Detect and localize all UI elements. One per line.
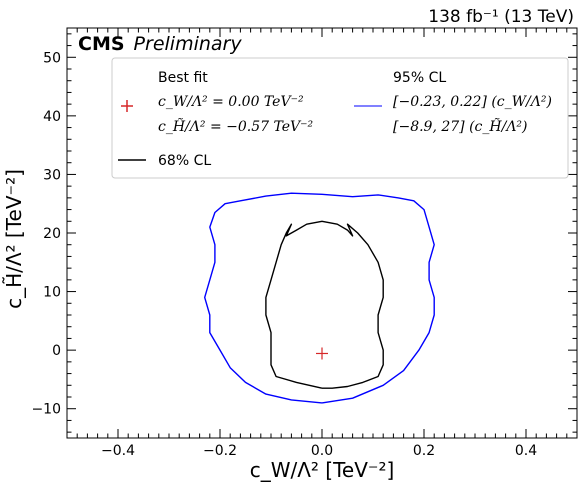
- y-tick-label: 30: [43, 167, 61, 183]
- contour-95-cl: [203, 192, 435, 404]
- contour-68-cl: [265, 220, 384, 389]
- x-tick-label: 0.4: [515, 443, 537, 459]
- legend-best-fit-ch: c_H̃/Λ² = −0.57 TeV⁻²: [158, 117, 314, 135]
- y-tick-label: 0: [52, 343, 61, 359]
- x-tick-label: 0.2: [413, 443, 435, 459]
- plot-frame: [66, 27, 578, 439]
- legend-best-fit-cw: c_W/Λ² = 0.00 TeV⁻²: [158, 94, 304, 110]
- y-tick-label: 40: [43, 109, 61, 125]
- x-tick-label: −0.2: [203, 443, 237, 459]
- axis-tick-labels: −0.4 −0.2 0.0 0.2 0.4 −10 0 10 20 30 40 50: [31, 50, 537, 459]
- y-tick-label: 10: [43, 285, 61, 301]
- legend-best-fit-marker: [121, 100, 133, 112]
- legend-68cl-label: 68% CL: [158, 153, 211, 169]
- luminosity-label: 138 fb⁻¹ (13 TeV): [428, 7, 574, 27]
- axis-ticks: [66, 28, 578, 438]
- legend: Best fit c_W/Λ² = 0.00 TeV⁻² c_H̃/Λ² = −…: [111, 57, 569, 179]
- best-fit-marker: [316, 347, 328, 360]
- y-tick-label: −10: [31, 402, 61, 418]
- x-tick-label: 0.0: [311, 443, 333, 459]
- preliminary-label: Preliminary: [134, 33, 243, 55]
- y-tick-label: 50: [43, 50, 61, 66]
- x-tick-label: −0.4: [101, 443, 135, 459]
- legend-95cl-cw: [−0.23, 0.22] (c_W/Λ²): [393, 94, 552, 110]
- legend-best-fit-title: Best fit: [158, 70, 208, 86]
- y-tick-label: 20: [43, 226, 61, 242]
- y-axis-title: c_H̃/Λ² [TeV⁻²]: [2, 169, 26, 309]
- contour-layer: [203, 192, 435, 404]
- x-axis-title: c_W/Λ² [TeV⁻²]: [250, 458, 395, 482]
- legend-95cl-ch: [−8.9, 27] (c_H̃/Λ²): [393, 117, 528, 135]
- cms-label: CMS: [78, 33, 125, 55]
- legend-95cl-title: 95% CL: [393, 70, 446, 86]
- experiment-label: CMS Preliminary: [78, 33, 242, 55]
- legend-box: [111, 57, 569, 179]
